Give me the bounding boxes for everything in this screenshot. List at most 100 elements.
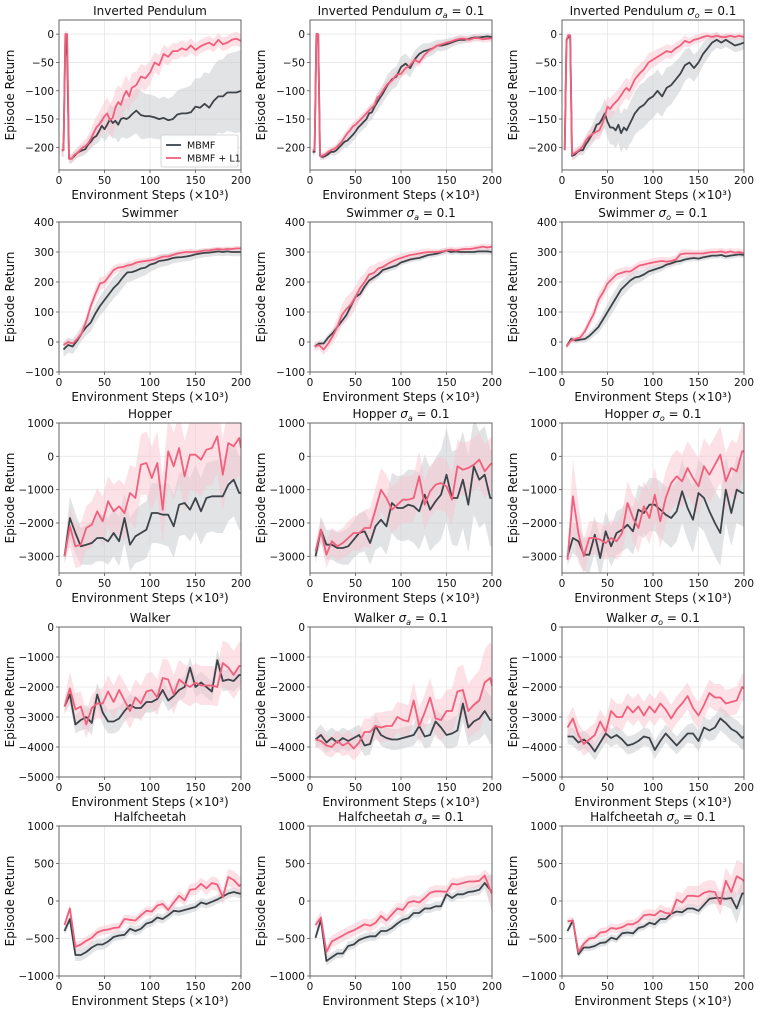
y-tick-label: 200 [537,277,557,289]
mbmf-l1-confidence-band [314,243,492,355]
panel-title: Inverted Pendulum σo = 0.1 [570,4,737,20]
y-tick-label: −50 [535,57,557,69]
x-tick-label: 200 [482,578,502,590]
y-tick-label: −4000 [269,742,305,754]
x-axis-label: Environment Steps (×10³) [71,994,228,1008]
mbmf-l1-line [314,458,492,556]
x-tick-label: 100 [391,782,411,794]
x-tick-label: 200 [231,377,251,389]
y-tick-label: 0 [47,29,54,41]
x-tick-label: 0 [56,981,63,993]
panel-13: 0 50 100 150 200 1000 500 0 −500 −1000 Halfcheetah… [3,810,251,1008]
sigma-symbol: σ [435,4,443,18]
y-tick-label: −1000 [269,971,305,983]
panel-title: Inverted Pendulum σa = 0.1 [318,4,485,20]
mbmf-l1-confidence-band [567,673,744,756]
mbmf-line [565,253,744,347]
y-tick-label: −3000 [18,712,54,724]
x-tick-label: 0 [559,377,566,389]
x-tick-label: 150 [688,377,708,389]
y-tick-label: −500 [528,934,557,946]
y-tick-label: 300 [34,247,54,259]
y-axis-label: Episode Return [3,453,17,544]
x-tick-label: 150 [436,782,456,794]
x-axis-label: Environment Steps (×10³) [574,188,731,202]
y-axis-label: Episode Return [254,453,268,544]
mbmf-line [63,659,241,726]
y-tick-label: −2000 [521,518,557,530]
y-axis-label: Episode Return [3,856,17,947]
x-axis-label: Environment Steps (×10³) [71,591,228,605]
x-tick-label: 200 [231,782,251,794]
sigma-symbol: σ [400,407,408,421]
x-tick-label: 200 [482,782,502,794]
panel-14: 0 50 100 150 200 1000 500 0 −500 −1000 Halfcheetah… [254,810,502,1008]
y-tick-label: −200 [25,142,54,154]
x-axis-label: Environment Steps (×10³) [574,390,731,404]
y-tick-label: 0 [550,622,557,634]
sigma-symbol: σ [652,407,660,421]
x-tick-label: 50 [98,981,111,993]
mbmf-l1-confidence-band [312,32,492,160]
mbmf-line [312,33,492,158]
y-tick-label: −100 [276,367,305,379]
mbmf-l1-line [314,874,492,953]
plot-area [312,32,492,161]
y-tick-label: 1000 [278,821,305,833]
sigma-subscript: a [406,618,411,627]
mbmf-line [62,250,241,351]
plot-area [563,31,744,161]
y-tick-label: −200 [276,142,305,154]
y-tick-label: −1000 [521,971,557,983]
mbmf-l1-line [566,450,744,560]
x-axis-label: Environment Steps (×10³) [322,390,479,404]
x-tick-label: 200 [734,578,754,590]
x-tick-label: 200 [482,981,502,993]
x-tick-label: 0 [56,377,63,389]
x-tick-label: 200 [231,175,251,187]
x-tick-label: 50 [601,782,614,794]
mbmf-confidence-band [314,247,492,350]
mbmf-line [61,33,241,160]
x-axis-label: Environment Steps (×10³) [574,994,731,1008]
y-tick-label: −4000 [521,742,557,754]
sigma-subscript: o [695,11,700,20]
y-tick-label: 0 [550,451,557,463]
y-tick-label: −2000 [18,682,54,694]
y-axis-label: Episode Return [3,657,17,748]
panel-title: Inverted Pendulum [93,4,207,18]
mbmf-l1-confidence-band [64,423,241,568]
x-tick-label: 100 [391,377,411,389]
mbmf-line [314,465,492,557]
x-tick-label: 150 [185,981,205,993]
x-tick-label: 200 [734,782,754,794]
x-tick-label: 0 [307,782,314,794]
y-tick-label: 0 [298,29,305,41]
sigma-subscript: a [414,213,419,222]
mbmf-l1-line [61,33,241,160]
panel-title: Hopper σa = 0.1 [352,407,449,423]
panel-7: 0 50 100 150 200 1000 0 −1000 −2000 −3000 Hopper En… [3,407,251,605]
y-axis-label: Episode Return [254,252,268,343]
y-axis-label: Episode Return [506,856,520,947]
y-tick-label: 300 [537,247,557,259]
y-tick-label: −500 [276,934,305,946]
x-tick-label: 0 [56,175,63,187]
x-tick-label: 50 [349,981,362,993]
panel-title: Swimmer σo = 0.1 [598,206,708,222]
mbmf-l1-line [567,875,744,953]
y-tick-label: 400 [285,217,305,229]
x-tick-label: 150 [185,175,205,187]
sigma-subscript: o [660,414,665,423]
x-tick-label: 150 [688,175,708,187]
x-tick-label: 200 [734,981,754,993]
mbmf-l1-line [63,435,241,557]
mbmf-l1-line [563,34,744,156]
x-tick-label: 200 [734,175,754,187]
mbmf-l1-confidence-band [566,247,744,349]
plot-area [61,31,241,164]
sigma-subscript: o [658,618,663,627]
y-tick-label: 1000 [27,418,54,430]
mbmf-line [563,36,744,157]
sigma-symbol: σ [658,206,666,220]
